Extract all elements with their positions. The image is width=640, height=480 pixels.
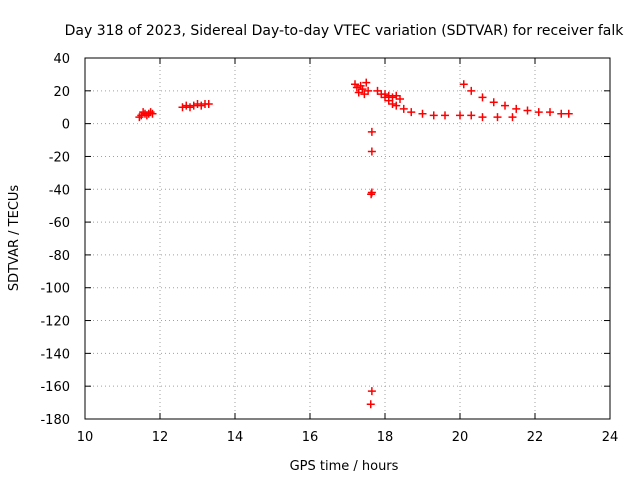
x-axis: 10 12 14 16 18 20 22 24 (77, 58, 619, 445)
data-point (367, 190, 376, 199)
data-point (441, 111, 449, 120)
x-tick-label: 22 (527, 430, 544, 445)
data-point (407, 108, 416, 117)
series-arc-1 (373, 86, 517, 122)
x-tick-label: 16 (302, 430, 319, 445)
series-cluster-2 (178, 99, 213, 112)
data-point (489, 98, 498, 107)
data-point (493, 113, 502, 122)
data-point (534, 108, 543, 117)
data-point (467, 111, 476, 120)
y-tick-label: -80 (49, 249, 70, 264)
y-tick-label: 20 (53, 85, 70, 100)
data-point (508, 113, 517, 122)
y-tick-label: -180 (40, 413, 70, 428)
data-point (478, 113, 487, 122)
data-point (388, 93, 397, 102)
data-point (178, 103, 187, 112)
y-axis-label: SDTVAR / TECUs (7, 185, 22, 292)
y-tick-label: -100 (40, 282, 70, 297)
data-point (384, 91, 393, 100)
data-point (546, 108, 554, 117)
x-tick-label: 24 (602, 430, 619, 445)
data-point (364, 86, 373, 95)
data-point (193, 99, 202, 108)
data-point (392, 101, 401, 110)
data-point (186, 103, 194, 112)
data-points (135, 78, 573, 409)
x-tick-label: 10 (77, 430, 94, 445)
x-tick-label: 18 (377, 430, 394, 445)
data-point (399, 104, 408, 113)
y-tick-label: 40 (53, 52, 70, 67)
data-point (467, 86, 476, 95)
y-tick-label: -60 (49, 216, 70, 231)
data-point (367, 147, 376, 156)
series-outliers (366, 127, 376, 409)
data-point (367, 127, 376, 136)
y-tick-label: 0 (62, 118, 70, 133)
data-point (396, 95, 404, 104)
data-point (182, 101, 191, 110)
y-tick-label: -160 (40, 380, 70, 395)
data-point (204, 99, 213, 108)
data-point (358, 85, 367, 94)
plot-frame (84, 57, 611, 420)
y-tick-label: -40 (49, 183, 70, 198)
y-tick-label: -120 (40, 315, 70, 330)
data-point (429, 111, 438, 120)
data-point (189, 101, 198, 110)
x-tick-label: 12 (152, 430, 169, 445)
x-tick-label: 20 (452, 430, 469, 445)
data-point (366, 400, 375, 409)
data-point (512, 104, 521, 113)
series-arc-2 (459, 80, 573, 118)
data-point (564, 109, 573, 118)
data-point (381, 90, 389, 99)
y-tick-label: -140 (40, 347, 70, 362)
data-point (135, 113, 144, 122)
series-cluster-4 (381, 90, 404, 104)
y-tick-label: -20 (49, 150, 70, 165)
x-axis-label: GPS time / hours (290, 459, 399, 474)
grid (85, 58, 610, 419)
data-point (478, 93, 487, 102)
data-point (197, 101, 206, 110)
data-point (146, 108, 155, 117)
data-point (459, 80, 468, 89)
x-tick-label: 14 (227, 430, 244, 445)
data-point (148, 109, 157, 118)
data-point (352, 83, 361, 92)
data-point (557, 109, 566, 118)
data-point (367, 387, 376, 396)
y-axis: 40 20 0 -20 -40 -60 -80 -100 -120 -140 -160 -180 (40, 52, 610, 428)
data-point (362, 78, 371, 87)
data-point (418, 109, 427, 118)
data-point (523, 106, 532, 115)
series-cluster-3 (351, 78, 373, 99)
data-point (501, 101, 509, 110)
data-point (456, 111, 464, 120)
series-cluster-1 (135, 108, 157, 122)
chart-title: Day 318 of 2023, Sidereal Day-to-day VTE… (65, 23, 625, 39)
